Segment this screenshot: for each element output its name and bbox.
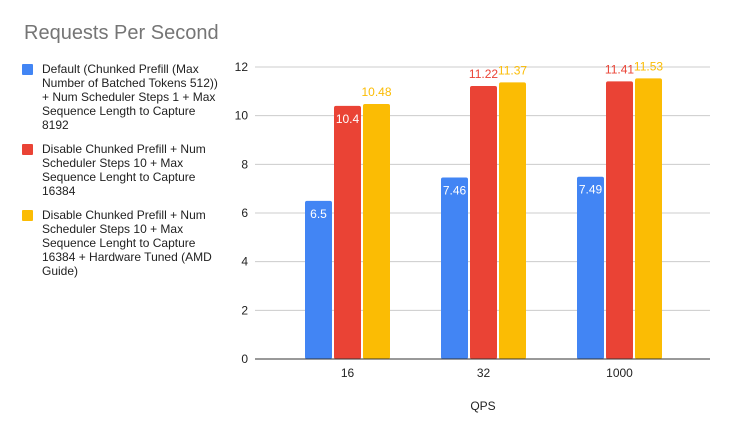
data-label: 11.41 bbox=[605, 62, 634, 76]
bar bbox=[441, 177, 468, 359]
legend-swatch bbox=[22, 144, 33, 155]
x-axis-title: QPS bbox=[470, 399, 495, 413]
y-tick-label: 2 bbox=[241, 303, 248, 317]
legend-item-hardware-tuned: Disable Chunked Prefill + Num Scheduler … bbox=[22, 208, 222, 278]
data-label: 11.22 bbox=[469, 67, 498, 81]
bar bbox=[305, 200, 332, 359]
y-tick-label: 12 bbox=[235, 60, 249, 74]
bar bbox=[363, 103, 390, 359]
data-label: 11.37 bbox=[498, 63, 527, 77]
data-label: 7.46 bbox=[443, 183, 467, 197]
bar bbox=[606, 81, 633, 360]
bar bbox=[334, 105, 361, 359]
data-label: 10.4 bbox=[336, 112, 360, 126]
legend-label: Default (Chunked Prefill (Max Number of … bbox=[42, 62, 218, 132]
bar bbox=[635, 78, 662, 359]
y-tick-label: 10 bbox=[235, 109, 249, 123]
bar bbox=[499, 82, 526, 359]
bar bbox=[577, 176, 604, 359]
legend-item-default: Default (Chunked Prefill (Max Number of … bbox=[22, 62, 222, 132]
data-label: 6.5 bbox=[310, 207, 327, 221]
chart-title: Requests Per Second bbox=[24, 22, 219, 44]
y-tick-label: 0 bbox=[241, 352, 248, 366]
y-tick-label: 6 bbox=[241, 206, 248, 220]
legend-label: Disable Chunked Prefill + Num Scheduler … bbox=[42, 142, 206, 198]
legend-label: Disable Chunked Prefill + Num Scheduler … bbox=[42, 208, 212, 278]
data-label: 7.49 bbox=[579, 183, 603, 197]
legend-swatch bbox=[22, 64, 33, 75]
legend-item-disable-chunked: Disable Chunked Prefill + Num Scheduler … bbox=[22, 142, 222, 198]
bar bbox=[470, 85, 497, 359]
legend: Default (Chunked Prefill (Max Number of … bbox=[22, 62, 222, 288]
legend-swatch bbox=[22, 210, 33, 221]
x-tick-label: 1000 bbox=[606, 366, 633, 380]
data-label: 11.53 bbox=[634, 59, 663, 73]
x-tick-label: 16 bbox=[341, 366, 355, 380]
y-tick-label: 4 bbox=[241, 255, 248, 269]
data-label: 10.48 bbox=[361, 85, 391, 99]
y-tick-label: 8 bbox=[241, 157, 248, 171]
x-tick-label: 32 bbox=[477, 366, 491, 380]
